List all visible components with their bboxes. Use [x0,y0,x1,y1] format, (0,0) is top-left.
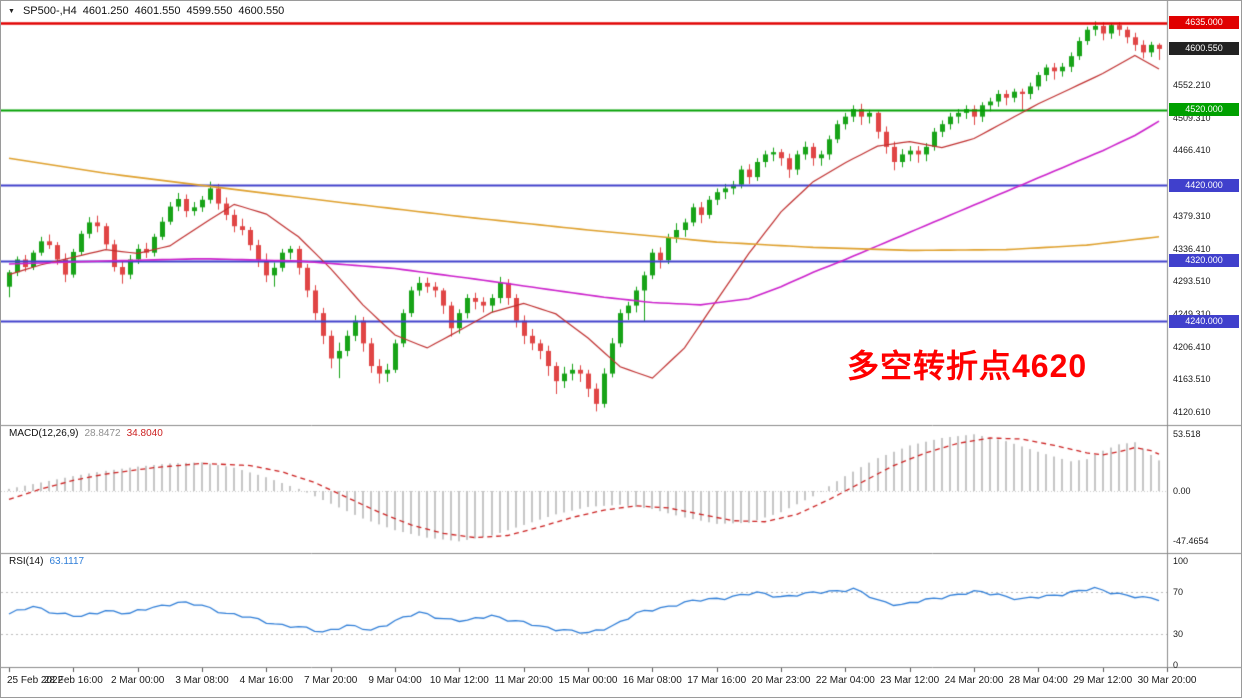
macd-signal-value: 34.8040 [126,428,163,439]
price-badge: 4420.000 [1169,178,1239,192]
time-label: 25 Feb 2022 [7,675,64,686]
time-label: 23 Mar 12:00 [880,675,940,686]
time-label: 9 Mar 04:00 [368,675,422,686]
rsi-scale-label: 0 [1173,660,1179,670]
rsi-scale-label: 100 [1173,556,1189,566]
price-tick-label: 4509.310 [1173,112,1211,123]
time-label: 11 Mar 20:00 [494,675,553,686]
price-tick-label: 4249.310 [1173,309,1211,319]
time-label: 29 Mar 12:00 [1073,675,1133,686]
time-label: 3 Mar 08:00 [175,675,229,686]
one-click-trading-toggle[interactable]: ▼ [8,7,15,15]
time-label: 28 Feb 16:00 [43,675,103,686]
time-label: 4 Mar 16:00 [239,675,294,686]
time-label: 22 Mar 04:00 [815,675,875,686]
macd-label: MACD(12,26,9) 28.8472 34.8040 [9,428,169,439]
price-badge: 4520.000 [1169,103,1239,117]
time-label: 28 Mar 04:00 [1008,675,1068,686]
rsi-scale-label: 70 [1173,587,1184,598]
rsi-scale-label: 30 [1173,628,1184,639]
price-tick-label: 4293.510 [1173,276,1211,286]
macd-name: MACD(12,26,9) [9,428,79,439]
time-label: 30 Mar 20:00 [1137,675,1197,686]
symbol-bar: ▼ SP500-,H4 4601.250 4601.550 4599.550 4… [8,5,284,17]
time-label: 2 Mar 00:00 [110,675,165,686]
price-badge: 4320.000 [1169,254,1239,268]
macd-scale-label: 0.00 [1173,486,1191,496]
price-tick-label: 4466.410 [1173,145,1211,156]
ohlc-low: 4599.550 [186,5,233,17]
symbol-title: SP500-,H4 [22,5,77,17]
price-tick-label: 4206.410 [1173,341,1211,352]
time-label: 17 Mar 16:00 [687,675,747,686]
time-label: 16 Mar 08:00 [622,675,682,686]
price-badge: 4600.550 [1169,42,1239,56]
time-label: 10 Mar 12:00 [429,675,489,686]
macd-main-value: 28.8472 [84,428,121,439]
price-tick-label: 4552.210 [1173,80,1211,91]
price-badge: 4240.000 [1169,314,1239,328]
price-tick-label: 4163.510 [1173,374,1211,385]
price-badge: 4635.000 [1169,16,1239,30]
ohlc-open: 4601.250 [82,5,129,17]
ohlc-high: 4601.550 [134,5,181,17]
macd-scale-label: 53.518 [1173,429,1201,440]
price-tick-label: 4379.310 [1173,211,1211,222]
time-label: 20 Mar 23:00 [751,675,811,686]
rsi-value: 63.1117 [49,556,85,567]
ohlc-close: 4600.550 [238,5,285,17]
rsi-name: RSI(14) [9,556,44,567]
time-label: 15 Mar 00:00 [558,675,618,686]
time-label: 24 Mar 20:00 [944,675,1004,686]
macd-scale-label: -47.4654 [1173,536,1209,547]
price-tick-label: 4336.410 [1173,243,1211,254]
annotation-text: 多空转折点4620 [847,348,1088,384]
rsi-label: RSI(14) 63.1117 [9,556,90,567]
time-label: 7 Mar 20:00 [303,675,358,686]
price-tick-label: 4120.610 [1173,406,1211,417]
